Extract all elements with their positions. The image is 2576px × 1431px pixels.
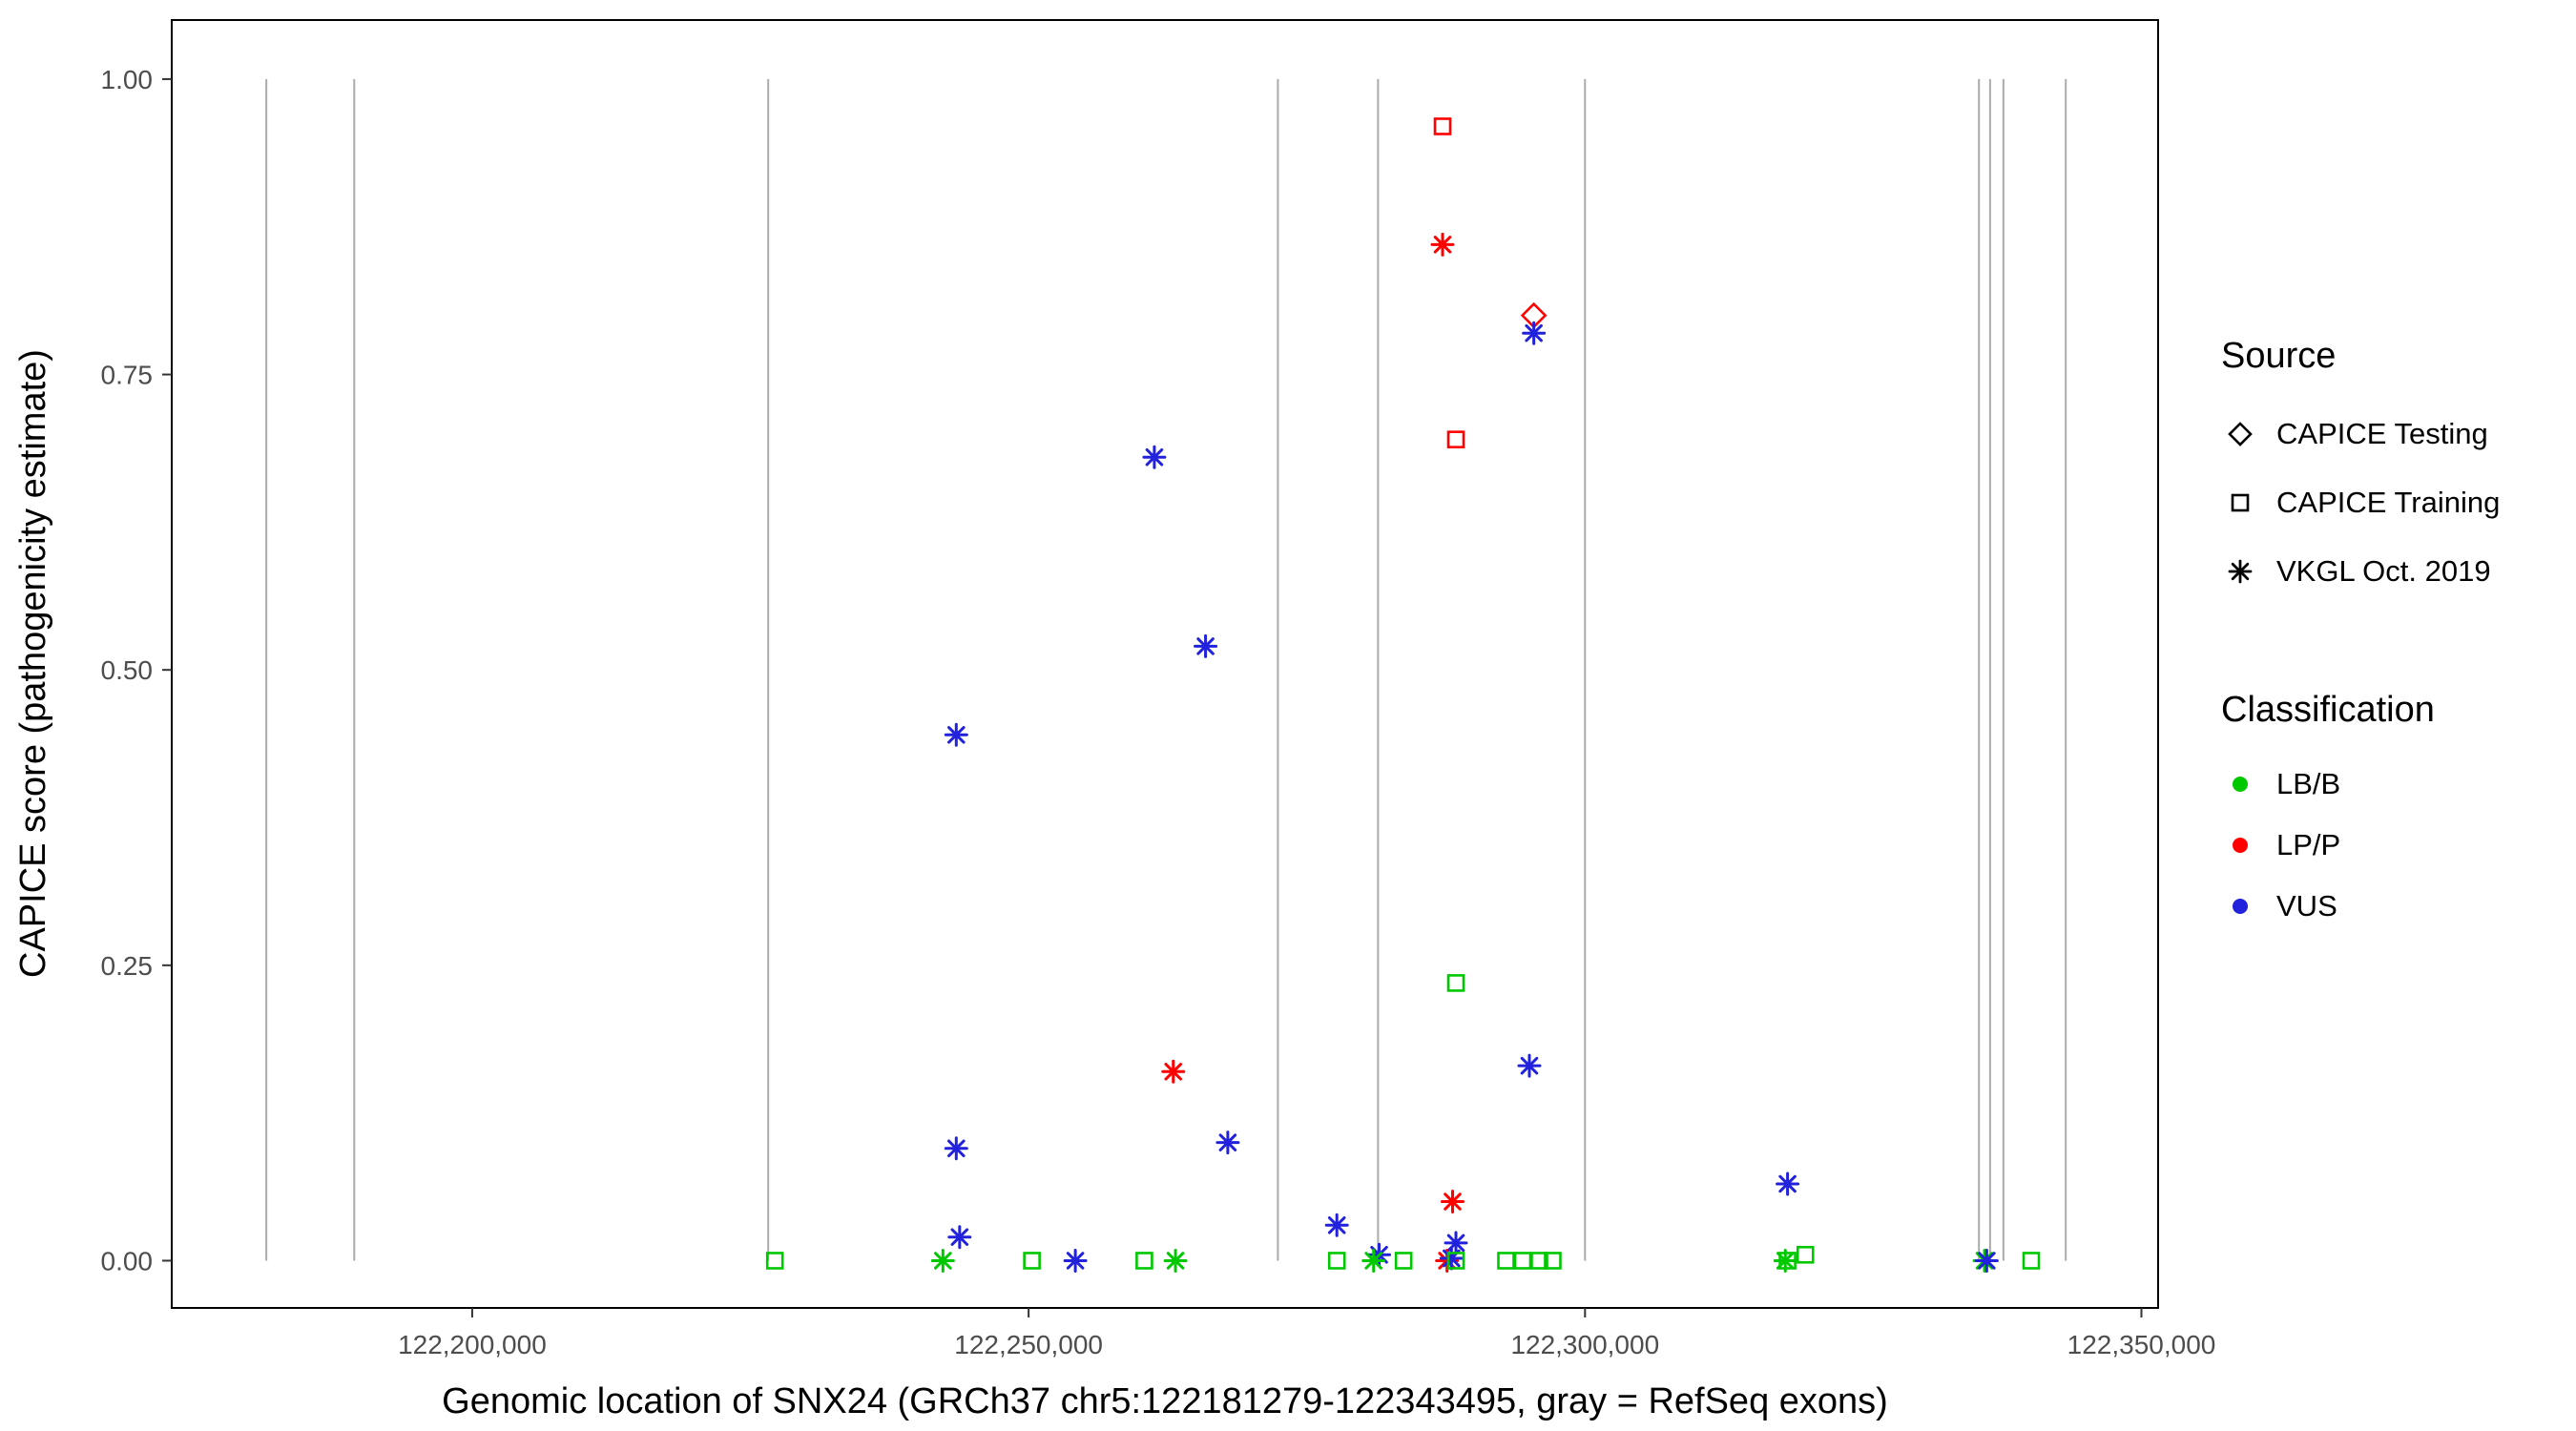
legend-item-vkgl: VKGL Oct. 2019 bbox=[2221, 537, 2500, 606]
data-point-asterisk bbox=[1361, 1248, 1386, 1273]
asterisk-arm bbox=[1525, 323, 1543, 342]
data-point-square bbox=[765, 1252, 784, 1270]
asterisk-arm bbox=[1145, 447, 1164, 467]
plot-panel bbox=[171, 19, 2159, 1309]
square-icon bbox=[2231, 493, 2250, 512]
asterisk-arm bbox=[1327, 1216, 1346, 1234]
asterisk-arm bbox=[1433, 236, 1452, 254]
data-point-asterisk bbox=[1517, 1053, 1542, 1078]
red-dot-icon bbox=[2233, 838, 2248, 853]
legend-classification-title: Classification bbox=[2221, 690, 2435, 730]
data-point-asterisk bbox=[1522, 321, 1547, 345]
y-tick-label: 1.00 bbox=[101, 65, 154, 94]
asterisk-arm bbox=[1978, 1252, 1996, 1270]
data-point-asterisk bbox=[930, 1248, 955, 1273]
x-tick-label: 122,200,000 bbox=[398, 1330, 547, 1359]
asterisk-arm bbox=[1164, 1063, 1183, 1081]
data-point-square bbox=[1327, 1252, 1346, 1270]
legend-item-label: VKGL Oct. 2019 bbox=[2276, 554, 2491, 588]
asterisk-icon bbox=[2228, 559, 2253, 584]
data-point-square bbox=[1433, 117, 1452, 135]
legend-item-lbb: LB/B bbox=[2221, 754, 2500, 815]
data-point-square bbox=[2022, 1252, 2041, 1270]
x-tick-label: 122,300,000 bbox=[1510, 1330, 1659, 1359]
data-point-asterisk bbox=[1194, 633, 1218, 658]
legend-source-title: Source bbox=[2221, 336, 2337, 376]
data-point-square bbox=[1135, 1252, 1153, 1270]
y-tick-label: 0.25 bbox=[101, 951, 154, 981]
data-point-asterisk bbox=[1215, 1130, 1240, 1155]
asterisk-arm bbox=[1218, 1133, 1237, 1151]
data-point-square bbox=[1497, 1252, 1515, 1270]
data-point-square bbox=[1778, 1252, 1797, 1270]
y-tick-label: 0.00 bbox=[101, 1246, 154, 1275]
data-point-asterisk bbox=[1430, 232, 1455, 257]
data-point-asterisk bbox=[944, 722, 968, 747]
data-point-square bbox=[1530, 1252, 1548, 1270]
data-point-asterisk bbox=[1142, 445, 1167, 469]
y-tick-label: 0.50 bbox=[101, 655, 154, 685]
data-point-square bbox=[1023, 1252, 1041, 1270]
legend-item-label: LP/P bbox=[2276, 828, 2341, 861]
data-point-square bbox=[1796, 1245, 1815, 1264]
asterisk-arm bbox=[1444, 1192, 1462, 1211]
asterisk-arm bbox=[947, 726, 966, 744]
data-point-square bbox=[1544, 1252, 1562, 1270]
data-point-asterisk bbox=[1776, 1172, 1800, 1196]
asterisk-arm bbox=[950, 1228, 969, 1246]
legend-item-label: CAPICE Training bbox=[2276, 486, 2501, 519]
data-point-square bbox=[1446, 430, 1465, 448]
asterisk-arm bbox=[1166, 1252, 1185, 1270]
diamond-icon bbox=[2228, 422, 2253, 446]
asterisk-arm bbox=[934, 1252, 952, 1270]
data-point-asterisk bbox=[1063, 1248, 1088, 1273]
asterisk-arm bbox=[947, 1139, 966, 1158]
data-point-asterisk bbox=[1161, 1059, 1186, 1084]
legend-classification-group: Classification LB/B LP/P VUS bbox=[2221, 690, 2500, 937]
legend: Source CAPICE Testing CAPICE Training bbox=[2221, 336, 2500, 937]
data-point-square bbox=[1446, 1252, 1465, 1270]
data-point-square bbox=[1446, 974, 1465, 992]
data-point-square bbox=[1394, 1252, 1413, 1270]
green-dot-icon bbox=[2233, 777, 2248, 792]
legend-source-group: Source CAPICE Testing CAPICE Training bbox=[2221, 336, 2500, 606]
data-point-asterisk bbox=[1324, 1213, 1349, 1237]
x-axis-title: Genomic location of SNX24 (GRCh37 chr5:1… bbox=[442, 1381, 1888, 1421]
data-point-asterisk bbox=[1444, 1231, 1468, 1255]
legend-item-capice-testing: CAPICE Testing bbox=[2221, 400, 2500, 468]
data-point-square bbox=[1513, 1252, 1532, 1270]
asterisk-arm bbox=[1520, 1056, 1539, 1075]
blue-dot-icon bbox=[2233, 899, 2248, 914]
asterisk-arm bbox=[1196, 637, 1215, 655]
y-axis-title: CAPICE score (pathogenicity estimate) bbox=[13, 349, 53, 979]
asterisk-arm bbox=[1066, 1252, 1085, 1270]
legend-item-lpp: LP/P bbox=[2221, 815, 2500, 876]
x-tick-label: 122,350,000 bbox=[2067, 1330, 2216, 1359]
legend-item-vus: VUS bbox=[2221, 876, 2500, 937]
data-point-asterisk bbox=[944, 1136, 968, 1161]
legend-item-label: LB/B bbox=[2276, 767, 2341, 800]
data-point-asterisk bbox=[1441, 1190, 1465, 1214]
y-tick-label: 0.75 bbox=[101, 361, 154, 390]
legend-item-label: VUS bbox=[2276, 889, 2337, 923]
data-point-asterisk bbox=[1974, 1248, 1999, 1273]
data-point-asterisk bbox=[947, 1225, 972, 1250]
asterisk-arm bbox=[1364, 1252, 1382, 1270]
legend-item-capice-training: CAPICE Training bbox=[2221, 468, 2500, 537]
x-tick-label: 122,250,000 bbox=[954, 1330, 1103, 1359]
data-point-asterisk bbox=[1163, 1248, 1188, 1273]
legend-item-label: CAPICE Testing bbox=[2276, 417, 2488, 450]
asterisk-arm bbox=[1778, 1174, 1797, 1193]
data-point-asterisk bbox=[1439, 1246, 1464, 1271]
